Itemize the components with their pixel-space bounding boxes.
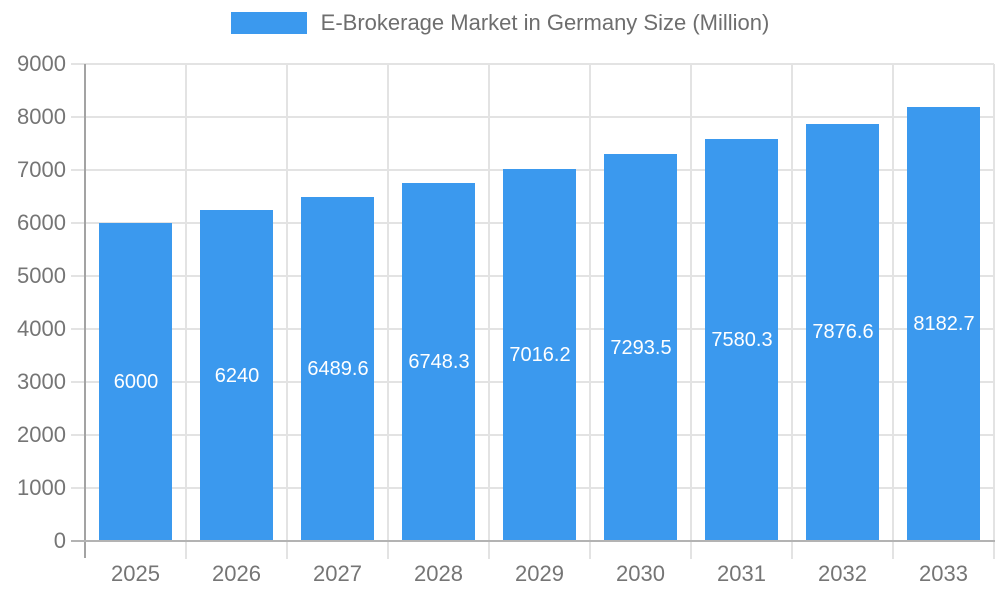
- gridline-x: [488, 64, 490, 541]
- bar-2026[interactable]: [200, 210, 273, 540]
- y-axis-tick-label: 5000: [17, 263, 66, 288]
- x-axis-tick-label: 2030: [616, 561, 665, 586]
- x-axis-tick: [791, 541, 793, 559]
- bar-value-label: 8182.7: [913, 313, 975, 335]
- gridline-x: [993, 64, 995, 541]
- bar-value-label: 6000: [113, 371, 159, 393]
- y-axis-tick-label: 3000: [17, 369, 66, 394]
- bar-2031[interactable]: [705, 139, 778, 540]
- x-axis-line: [71, 540, 995, 542]
- bar-value-label: 6489.6: [307, 358, 369, 380]
- x-axis-tick-label: 2026: [212, 561, 261, 586]
- y-axis-tick-label: 6000: [17, 210, 66, 235]
- y-axis-tick-label: 8000: [17, 104, 66, 129]
- legend-label: E-Brokerage Market in Germany Size (Mill…: [320, 10, 770, 35]
- bar-2033[interactable]: [907, 107, 980, 540]
- y-axis-tick-label: 9000: [17, 51, 66, 76]
- chart-legend[interactable]: E-Brokerage Market in Germany Size (Mill…: [0, 0, 1000, 46]
- y-axis-line: [84, 64, 86, 558]
- x-axis-tick: [185, 541, 187, 559]
- bar-value-label: 7580.3: [711, 329, 773, 351]
- legend-swatch-icon: [230, 12, 307, 34]
- y-axis-tick-label: 7000: [17, 157, 66, 182]
- x-axis-tick: [690, 541, 692, 559]
- x-axis-tick-label: 2027: [313, 561, 362, 586]
- x-axis-tick-label: 2033: [919, 561, 968, 586]
- y-axis-tick: [71, 275, 85, 277]
- x-axis-tick-label: 2025: [111, 561, 160, 586]
- gridline-x: [185, 64, 187, 541]
- gridline-y: [85, 63, 994, 65]
- gridline-x: [286, 64, 288, 541]
- x-axis-tick: [589, 541, 591, 559]
- x-axis-tick-label: 2032: [818, 561, 867, 586]
- bar-value-label: 6240: [214, 365, 260, 387]
- bar-2029[interactable]: [503, 169, 576, 540]
- y-axis-tick-label: 0: [53, 528, 66, 553]
- bar-2032[interactable]: [806, 124, 879, 540]
- bar-2028[interactable]: [402, 183, 475, 540]
- x-axis-tick: [286, 541, 288, 559]
- gridline-x: [791, 64, 793, 541]
- x-axis-tick-label: 2029: [515, 561, 564, 586]
- bar-2030[interactable]: [604, 154, 677, 540]
- bar-value-label: 7293.5: [610, 337, 672, 359]
- bar-value-label: 7016.2: [509, 344, 571, 366]
- gridline-x: [387, 64, 389, 541]
- bar-value-label: 6748.3: [408, 351, 470, 373]
- gridline-x: [690, 64, 692, 541]
- x-axis-tick-label: 2028: [414, 561, 463, 586]
- gridline-x: [892, 64, 894, 541]
- y-axis-tick-label: 2000: [17, 422, 66, 447]
- y-axis-tick-label: 4000: [17, 316, 66, 341]
- y-axis-tick: [71, 116, 85, 118]
- x-axis-tick-label: 2031: [717, 561, 766, 586]
- y-axis-tick: [71, 381, 85, 383]
- bar-value-label: 7876.6: [812, 321, 874, 343]
- y-axis-tick: [71, 487, 85, 489]
- x-axis-tick: [892, 541, 894, 559]
- bar-2027[interactable]: [301, 197, 374, 540]
- x-axis-tick: [488, 541, 490, 559]
- y-axis-tick: [71, 222, 85, 224]
- x-axis-tick: [387, 541, 389, 559]
- y-axis-tick: [71, 169, 85, 171]
- gridline-y: [85, 116, 994, 118]
- bar-2025[interactable]: [99, 223, 172, 540]
- y-axis-tick: [71, 63, 85, 65]
- y-axis-tick-label: 1000: [17, 475, 66, 500]
- y-axis-tick: [71, 434, 85, 436]
- y-axis-tick: [71, 328, 85, 330]
- x-axis-tick: [993, 541, 995, 559]
- gridline-x: [589, 64, 591, 541]
